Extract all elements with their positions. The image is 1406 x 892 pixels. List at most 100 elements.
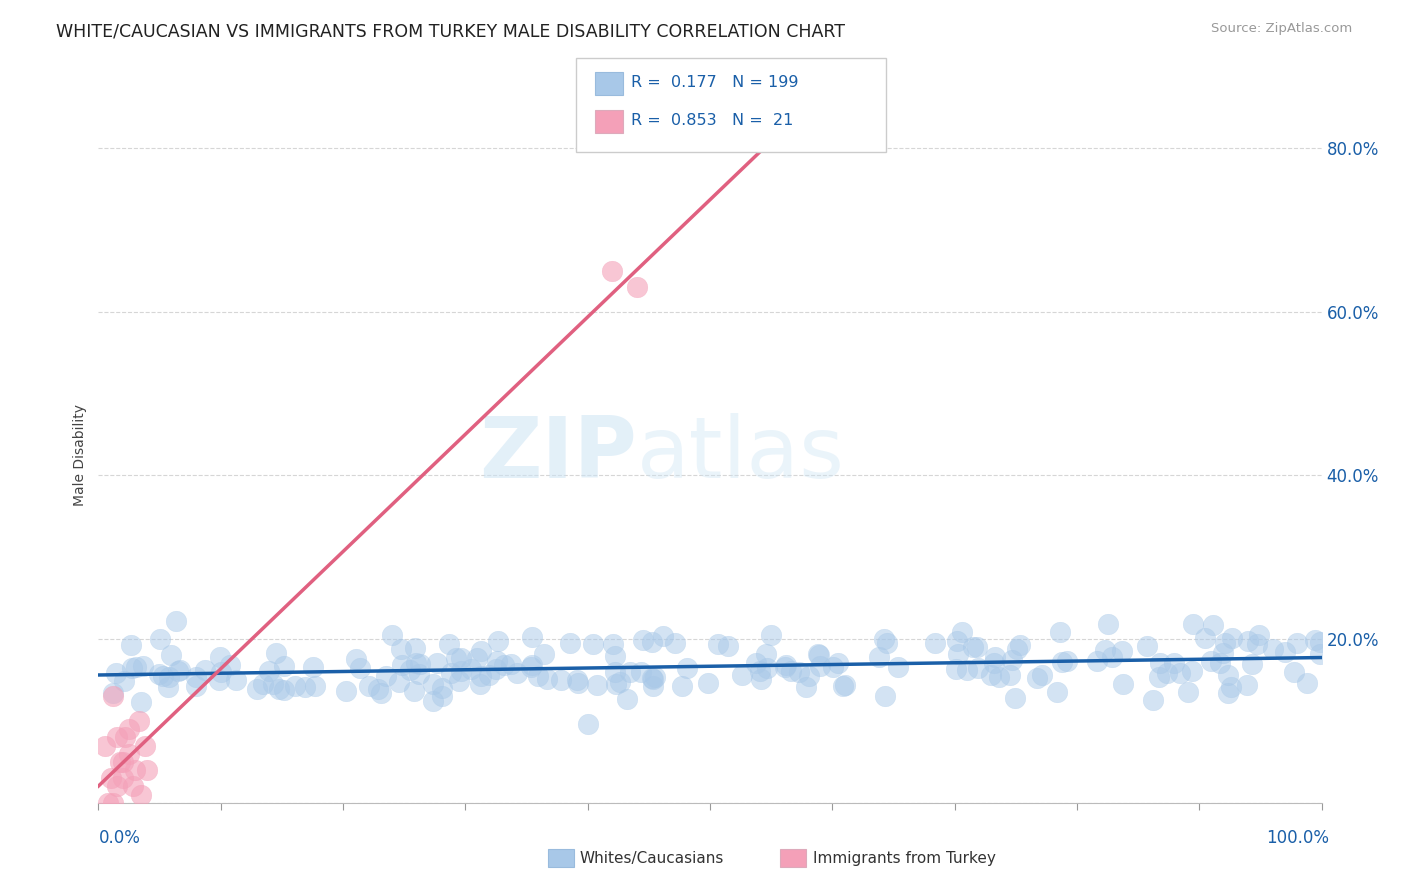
Point <box>1282 665 1305 679</box>
Point <box>114 731 136 745</box>
Point <box>751 672 773 686</box>
Point <box>600 264 623 278</box>
Point <box>522 631 544 645</box>
Point <box>1309 647 1331 661</box>
Point <box>1045 685 1067 699</box>
Point <box>1194 631 1216 645</box>
Point <box>357 679 380 693</box>
Point <box>105 665 128 680</box>
Point <box>641 671 664 685</box>
Point <box>950 624 973 639</box>
Point <box>567 676 589 690</box>
Point <box>1052 655 1074 669</box>
Point <box>1111 644 1133 658</box>
Point <box>121 780 143 794</box>
Point <box>404 640 426 655</box>
Point <box>567 673 589 687</box>
Point <box>676 661 699 675</box>
Point <box>440 666 463 681</box>
Point <box>1026 672 1049 686</box>
Point <box>945 662 967 676</box>
Point <box>644 670 666 684</box>
Point <box>426 656 449 670</box>
Point <box>1303 632 1326 647</box>
Point <box>807 648 830 662</box>
Point <box>460 662 482 676</box>
Point <box>664 635 686 649</box>
Point <box>1168 666 1191 681</box>
Point <box>1147 670 1170 684</box>
Text: WHITE/CAUCASIAN VS IMMIGRANTS FROM TURKEY MALE DISABILITY CORRELATION CHART: WHITE/CAUCASIAN VS IMMIGRANTS FROM TURKE… <box>56 22 845 40</box>
Point <box>1180 665 1202 679</box>
Point <box>1112 677 1135 691</box>
Point <box>219 658 242 673</box>
Point <box>408 666 430 681</box>
Point <box>184 669 207 683</box>
Point <box>536 672 558 686</box>
Point <box>470 677 492 691</box>
Point <box>1212 646 1234 660</box>
Y-axis label: Male Disability: Male Disability <box>73 404 87 506</box>
Point <box>165 615 187 629</box>
Text: Source: ZipAtlas.com: Source: ZipAtlas.com <box>1212 22 1353 36</box>
Point <box>101 690 124 704</box>
Point <box>1220 632 1243 646</box>
Point <box>609 675 631 690</box>
Point <box>1097 616 1119 631</box>
Point <box>1309 635 1331 649</box>
Point <box>1031 668 1053 682</box>
Point <box>756 661 779 675</box>
Text: R =  0.853   N =  21: R = 0.853 N = 21 <box>631 113 793 128</box>
Point <box>367 682 389 697</box>
Point <box>1101 649 1123 664</box>
Point <box>827 657 849 671</box>
Point <box>605 648 627 663</box>
Point <box>1236 678 1258 692</box>
Point <box>422 694 444 708</box>
Point <box>1010 638 1032 652</box>
Point <box>93 739 115 753</box>
Point <box>499 657 522 671</box>
Point <box>465 650 488 665</box>
Point <box>273 658 295 673</box>
Point <box>120 638 142 652</box>
Point <box>823 659 845 673</box>
Point <box>983 656 1005 670</box>
Point <box>797 669 820 683</box>
Point <box>252 677 274 691</box>
Point <box>166 665 188 679</box>
Point <box>450 651 472 665</box>
Point <box>1156 666 1178 681</box>
Point <box>450 664 472 678</box>
Point <box>1177 684 1199 698</box>
Point <box>962 640 984 654</box>
Text: ZIP: ZIP <box>479 413 637 497</box>
Point <box>1209 656 1232 670</box>
Point <box>1216 685 1239 699</box>
Text: Whites/Caucasians: Whites/Caucasians <box>579 851 724 865</box>
Point <box>550 673 572 688</box>
Point <box>389 642 412 657</box>
Point <box>169 664 191 678</box>
Point <box>124 763 146 777</box>
Point <box>449 674 471 689</box>
Text: 0.0%: 0.0% <box>98 829 141 847</box>
Point <box>370 686 392 700</box>
Point <box>437 637 460 651</box>
Point <box>1004 690 1026 705</box>
Text: Immigrants from Turkey: Immigrants from Turkey <box>813 851 995 865</box>
Point <box>344 651 367 665</box>
Point <box>470 668 492 682</box>
Point <box>946 647 969 661</box>
Point <box>626 280 648 294</box>
Point <box>1220 680 1243 694</box>
Point <box>1056 654 1078 668</box>
Point <box>1181 616 1204 631</box>
Point <box>246 681 269 696</box>
Point <box>209 665 232 679</box>
Point <box>873 632 896 647</box>
Point <box>998 667 1021 681</box>
Point <box>112 674 135 689</box>
Point <box>105 731 128 745</box>
Point <box>402 684 425 698</box>
